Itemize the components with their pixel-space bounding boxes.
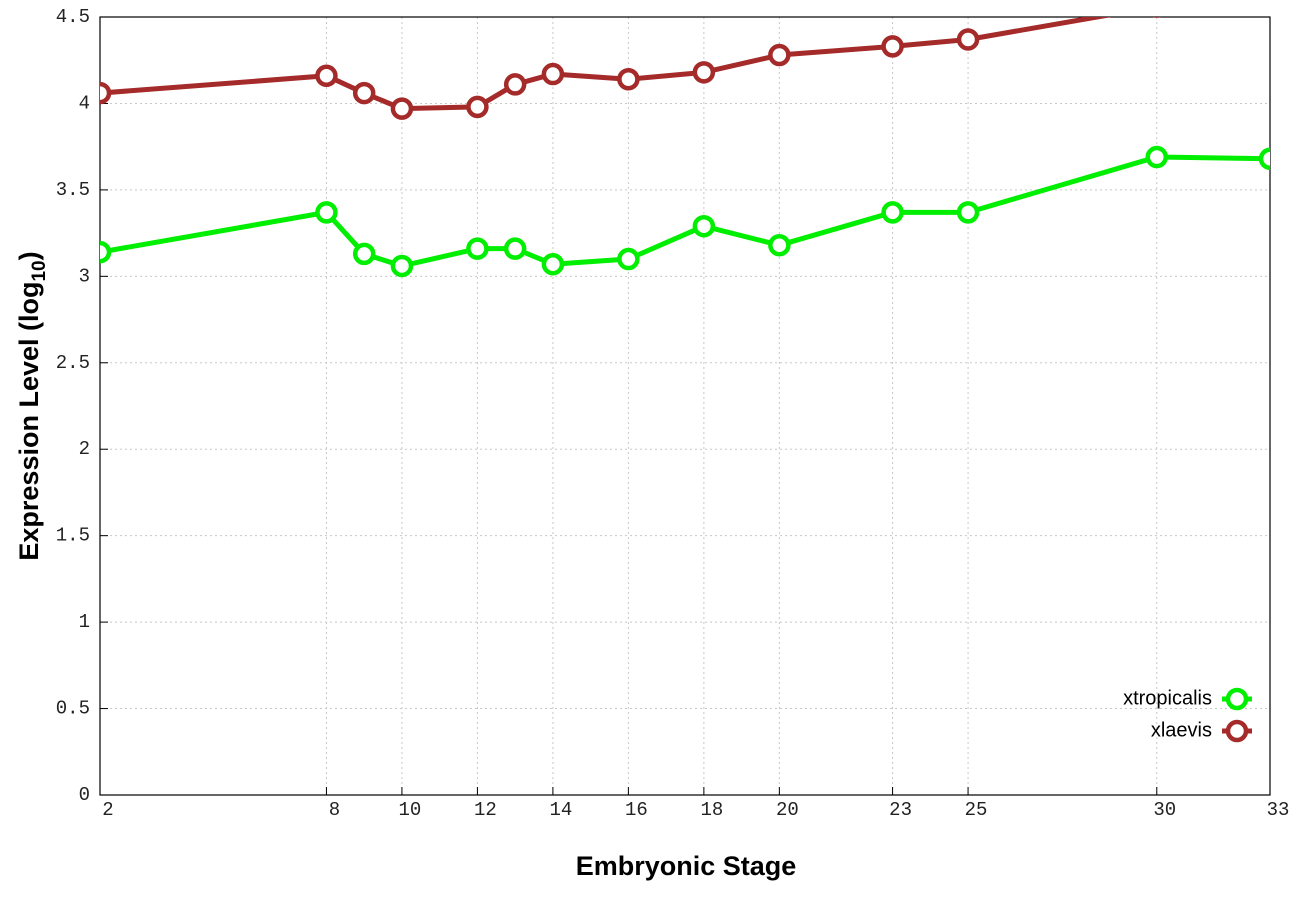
data-point: [100, 240, 112, 264]
y-tick-label: 3.5: [56, 179, 90, 201]
legend-marker: [1225, 687, 1249, 711]
legend-marker: [1225, 719, 1249, 743]
data-point: [466, 95, 489, 119]
x-tick-label: 33: [1267, 799, 1290, 821]
data-point: [1258, 147, 1270, 171]
data-point: [541, 62, 565, 86]
data-point: [390, 254, 414, 278]
x-axis-label: Embryonic Stage: [576, 851, 797, 881]
y-tick-label: 1.5: [56, 525, 90, 547]
y-tick-label: 2.5: [56, 352, 90, 374]
y-tick-label: 4: [79, 92, 90, 114]
data-point: [692, 61, 716, 84]
data-point: [352, 242, 376, 266]
y-tick-label: 4.5: [56, 6, 90, 28]
plot-border: [99, 16, 1271, 796]
data-point: [466, 237, 489, 260]
x-tick-label: 16: [625, 799, 648, 821]
data-point: [1145, 145, 1169, 169]
data-point: [503, 237, 527, 260]
legend-label: xtropicalis: [1123, 687, 1212, 709]
x-tick-label: 20: [776, 799, 799, 821]
data-point: [768, 43, 791, 67]
data-point: [352, 81, 376, 105]
data-point: [503, 73, 527, 96]
data-point: [390, 97, 414, 120]
y-tick-label: 1: [79, 611, 90, 633]
data-point: [956, 201, 980, 224]
y-tick-label: 0: [79, 784, 90, 806]
legend-label: xlaevis: [1151, 719, 1212, 741]
x-tick-label: 14: [549, 799, 572, 821]
x-tick-label: 12: [474, 799, 497, 821]
y-tick-label: 0.5: [56, 698, 90, 720]
data-point: [315, 64, 338, 88]
y-tick-label: 2: [79, 438, 90, 460]
data-point: [617, 67, 640, 91]
x-tick-label: 25: [965, 799, 988, 821]
data-point: [956, 28, 980, 51]
series-line: [100, 154, 1270, 269]
data-point: [768, 233, 791, 257]
data-point: [617, 247, 640, 271]
y-axis-label-text: Expression Level (log: [14, 282, 44, 561]
data-point: [881, 201, 904, 224]
x-tick-label: 2: [102, 799, 113, 821]
data-point: [881, 35, 904, 58]
x-tick-label: 10: [399, 799, 422, 821]
data-point: [1152, 17, 1162, 18]
data-point: [100, 81, 112, 105]
data-point: [541, 252, 565, 276]
x-tick-label: 30: [1153, 799, 1176, 821]
x-tick-label: 18: [700, 799, 723, 821]
y-axis-label-end: ): [14, 251, 44, 260]
x-tick-label: 8: [329, 799, 340, 821]
y-axis-label: Expression Level (log10): [14, 251, 50, 560]
y-axis-label-subscript: 10: [29, 260, 50, 281]
y-tick-label: 3: [79, 265, 90, 287]
data-point: [315, 201, 338, 224]
x-tick-label: 23: [889, 799, 912, 821]
data-point: [692, 214, 716, 238]
